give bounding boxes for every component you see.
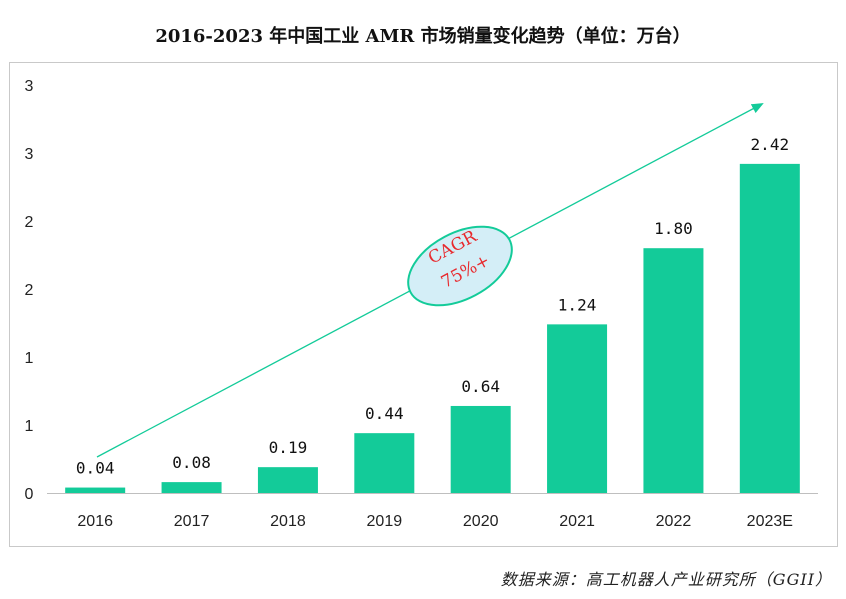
bar [257,467,318,493]
data-label: 0.19 [269,438,308,457]
cagr-ellipse [407,225,513,307]
y-tick-label: 1 [25,418,34,435]
chart-frame [9,62,838,547]
data-source: 数据来源：高工机器人产业研究所（GGII） [500,570,832,589]
data-label: 0.44 [365,404,404,423]
y-tick-label: 0 [25,486,34,503]
bar [161,482,222,493]
x-tick-label: 2022 [656,513,692,530]
x-tick-label: 2020 [463,513,499,530]
chart-title: 2016-2023 年中国工业 AMR 市场销量变化趋势（单位：万台） [155,26,691,47]
bar [354,433,415,493]
x-tick-label: 2016 [77,513,113,530]
bar [643,248,704,493]
y-tick-label: 1 [25,350,34,367]
bar [547,324,608,493]
x-tick-label: 2017 [174,513,210,530]
data-label: 0.08 [172,453,211,472]
data-label: 1.80 [654,219,693,238]
y-tick-label: 2 [25,282,34,299]
data-label: 0.04 [76,459,115,478]
x-tick-label: 2023E [747,513,793,530]
y-tick-label: 3 [25,146,34,163]
x-tick-label: 2018 [270,513,306,530]
data-label: 0.64 [461,377,500,396]
bar [450,405,511,493]
data-label: 1.24 [558,295,597,314]
y-tick-label: 2 [25,214,34,231]
bar [65,487,126,493]
data-label: 2.42 [751,135,790,154]
y-tick-label: 3 [25,78,34,95]
bar [739,163,800,493]
x-tick-label: 2021 [559,513,595,530]
x-tick-label: 2019 [367,513,403,530]
